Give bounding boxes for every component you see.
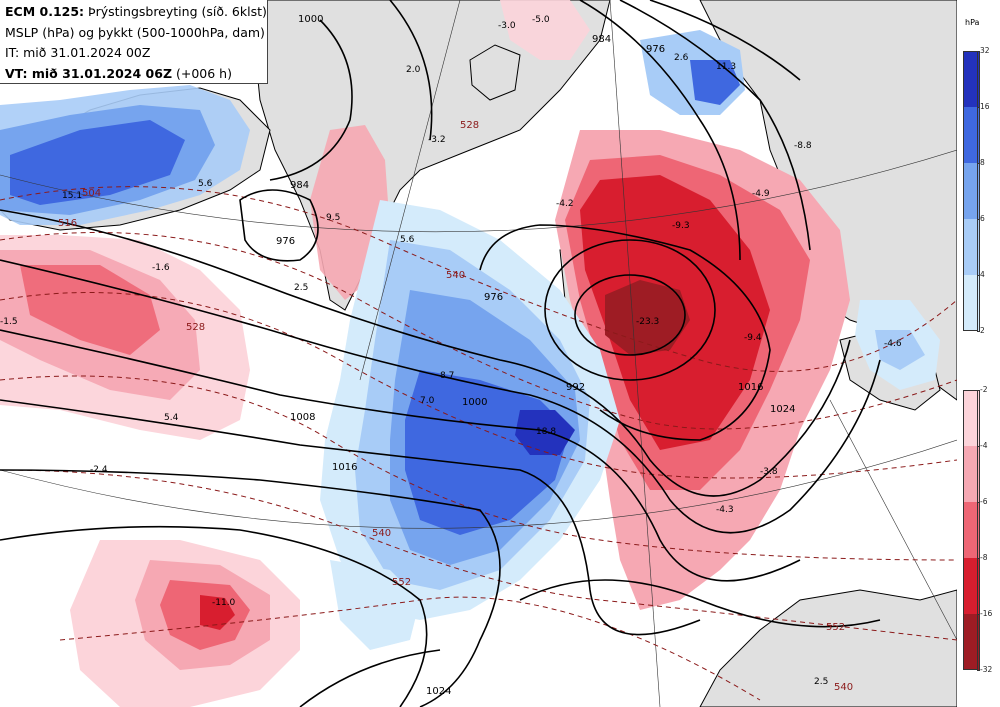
thickness-label: 540 — [834, 682, 853, 693]
legend-label: 16 — [980, 102, 990, 111]
legend-label: -16 — [980, 609, 993, 618]
legend-tick — [977, 51, 980, 52]
legend-label: -6 — [980, 497, 988, 506]
thickness-label: 516 — [58, 218, 77, 229]
change-value: 5.4 — [164, 413, 179, 423]
change-value: -2.4 — [90, 465, 108, 475]
legend-tick — [977, 219, 980, 220]
legend-unit: hPa — [965, 18, 980, 27]
legend-tick — [977, 558, 980, 559]
change-value: 2.5 — [814, 677, 828, 687]
thickness-label: 504 — [82, 188, 101, 199]
change-value: -5.0 — [532, 15, 550, 25]
change-value: -9.3 — [672, 221, 690, 231]
model-name: ECM 0.125: — [5, 4, 85, 19]
thickness-label: 540 — [372, 528, 391, 539]
info-line-1: ECM 0.125: Þrýstingsbreyting (síð. 6klst… — [5, 2, 267, 23]
map-info-box: ECM 0.125: Þrýstingsbreyting (síð. 6klst… — [0, 0, 268, 84]
change-value: -3.2 — [428, 135, 446, 145]
legend-positive-frame — [963, 51, 978, 331]
legend-tick — [977, 331, 980, 332]
legend-label: 6 — [980, 214, 985, 223]
thickness-label: 552 — [826, 622, 845, 633]
change-value: 5.6 — [198, 179, 213, 189]
change-value: 2.0 — [406, 65, 421, 75]
legend-tick — [977, 163, 980, 164]
legend-label: 32 — [980, 46, 990, 55]
change-value: 2.6 — [674, 53, 689, 63]
isobar-label: 976 — [646, 44, 665, 55]
legend-label: -4 — [980, 441, 988, 450]
isobar-labels: 1000 984 976 976 976 984 992 1000 1008 1… — [276, 14, 795, 697]
legend-tick — [977, 275, 980, 276]
isobar-label: 1024 — [770, 404, 795, 415]
info-line-2: MSLP (hPa) og þykkt (500-1000hPa, dam) — [5, 24, 265, 40]
change-value: 7.0 — [420, 396, 435, 406]
weather-map: 1000 984 976 976 976 984 992 1000 1008 1… — [0, 0, 957, 707]
thickness-label: 528 — [460, 120, 479, 131]
isobar-label: 1024 — [426, 686, 451, 697]
legend-negative-frame — [963, 390, 978, 670]
lead-time: (+006 h) — [176, 65, 232, 81]
legend-tick — [977, 446, 980, 447]
change-value: -1.5 — [0, 317, 18, 327]
change-value: 18.8 — [536, 427, 556, 437]
isobar-label: 984 — [592, 34, 611, 45]
isobars — [0, 0, 881, 707]
product-name: Þrýstingsbreyting (síð. 6klst) — [88, 4, 267, 19]
pressure-change-labels: -3.0 -5.0 2.6 11.3 2.0 -3.2 15.1 5.6 9.5… — [0, 15, 902, 687]
isobar-label: 1016 — [332, 462, 357, 473]
change-value: -3.8 — [760, 467, 778, 477]
change-value: 11.3 — [716, 62, 736, 72]
change-value: -8.8 — [794, 141, 812, 151]
thickness-label: 552 — [392, 577, 411, 588]
legend-tick — [977, 390, 980, 391]
isobar-label: 1016 — [738, 382, 763, 393]
change-value: -4.2 — [556, 199, 574, 209]
change-value: -1.6 — [152, 263, 170, 273]
legend-label: 4 — [980, 270, 985, 279]
isobar-label: 984 — [290, 180, 309, 191]
change-value: -23.3 — [636, 317, 659, 327]
change-value: -4.3 — [716, 505, 734, 515]
thickness-labels: 504 516 528 540 540 552 552 528 540 — [58, 120, 853, 693]
legend-tick — [977, 107, 980, 108]
change-value: 9.5 — [326, 213, 340, 223]
change-value: 8.7 — [440, 371, 454, 381]
legend-label: -32 — [980, 665, 993, 674]
color-legend: hPa 32 16 8 6 4 2 -2 -4 -6 -8 -16 -32 — [957, 0, 1000, 707]
change-value: 2.5 — [294, 283, 308, 293]
legend-tick — [977, 670, 980, 671]
thickness-label: 528 — [186, 322, 205, 333]
isobar-label: 1000 — [462, 397, 487, 408]
change-value: -3.0 — [498, 21, 516, 31]
legend-label: 8 — [980, 158, 985, 167]
isobar-label: 976 — [484, 292, 503, 303]
change-value: -11.0 — [212, 598, 236, 608]
change-value: 15.1 — [62, 191, 82, 201]
isobar-label: 1000 — [298, 14, 323, 25]
change-value: -4.6 — [884, 339, 902, 349]
change-value: -4.9 — [752, 189, 770, 199]
change-value: 5.6 — [400, 235, 415, 245]
info-line-4: VT: mið 31.01.2024 06Z (+006 h) — [5, 64, 267, 85]
info-line-3: IT: mið 31.01.2024 00Z — [5, 45, 151, 60]
legend-tick — [977, 614, 980, 615]
isobar-label: 1008 — [290, 412, 315, 423]
legend-label: 2 — [980, 326, 985, 335]
isobar-label: 976 — [276, 236, 295, 247]
thickness-label: 540 — [446, 270, 465, 281]
change-value: -9.4 — [744, 333, 762, 343]
isobar-label: 992 — [566, 382, 585, 393]
valid-time: VT: mið 31.01.2024 06Z — [5, 65, 173, 81]
legend-tick — [977, 502, 980, 503]
legend-label: -8 — [980, 553, 988, 562]
legend-label: -2 — [980, 385, 988, 394]
